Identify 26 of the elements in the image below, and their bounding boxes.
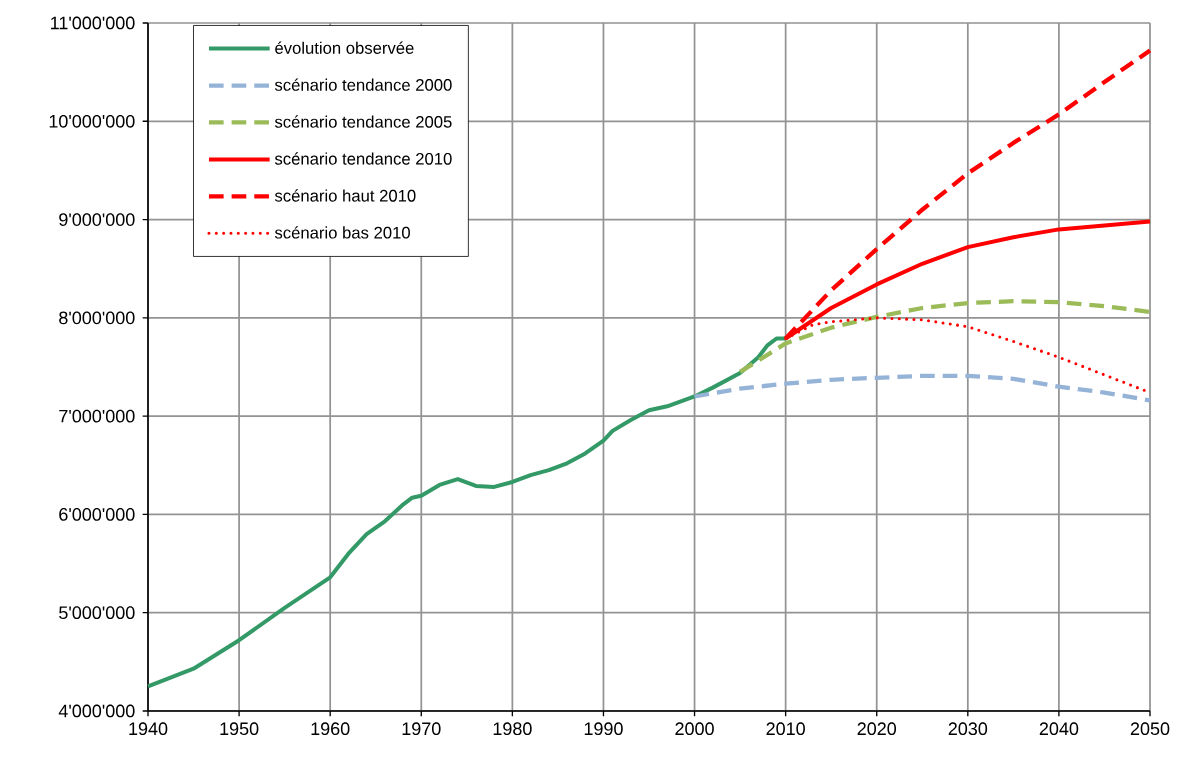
legend-label: scénario tendance 2010 xyxy=(274,152,452,165)
legend-label: scénario tendance 2000 xyxy=(274,78,452,91)
y-tick-label: 5'000'000 xyxy=(59,606,135,620)
y-tick-label: 9'000'000 xyxy=(59,213,135,226)
x-tick-label: 1970 xyxy=(402,722,441,736)
x-tick-label: 1940 xyxy=(129,722,168,736)
x-tick-label: 1960 xyxy=(311,722,350,736)
legend-label: évolution observée xyxy=(275,41,414,54)
y-tick-label: 11'000'000 xyxy=(51,16,135,30)
y-tick-label: 8'000'000 xyxy=(59,311,135,325)
legend-label: scénario tendance 2005 xyxy=(274,115,452,128)
y-tick-label: 10'000'000 xyxy=(49,114,135,128)
x-tick-label: 2010 xyxy=(766,722,805,736)
x-tick-label: 2020 xyxy=(857,722,897,736)
x-tick-label: 1980 xyxy=(493,722,532,736)
x-tick-label: 1950 xyxy=(220,722,259,736)
x-tick-label: 1990 xyxy=(584,722,623,736)
x-tick-label: 2000 xyxy=(675,722,714,736)
y-tick-label: 6'000'000 xyxy=(59,508,135,521)
legend-label: scénario bas 2010 xyxy=(274,226,410,239)
legend-label: scénario haut 2010 xyxy=(274,189,416,202)
x-tick-label: 2030 xyxy=(948,722,988,736)
y-tick-label: 7'000'000 xyxy=(59,409,135,423)
x-tick-label: 2050 xyxy=(1130,722,1170,736)
x-tick-label: 2040 xyxy=(1039,722,1079,736)
y-tick-label: 4'000'000 xyxy=(58,704,135,718)
